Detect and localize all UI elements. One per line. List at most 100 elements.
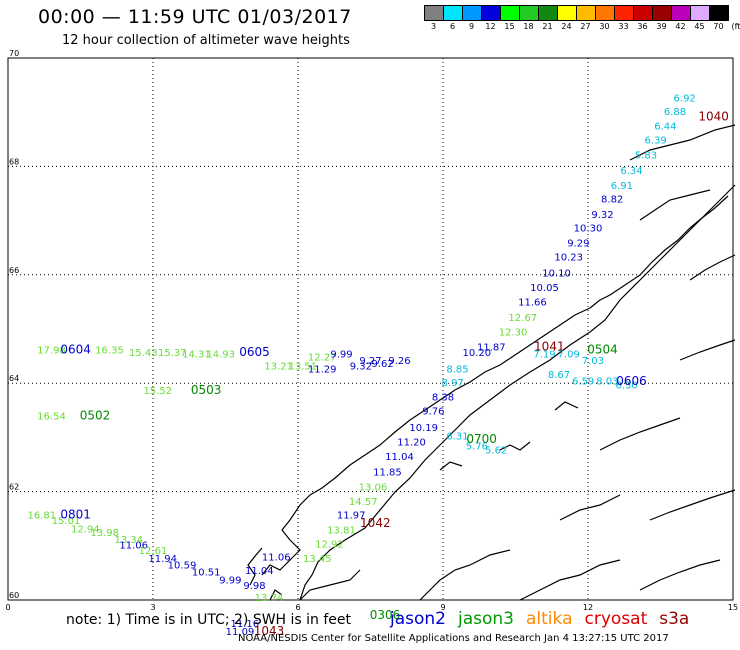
wave-height-value: 11.94 (148, 554, 177, 565)
color-scale-cell (634, 6, 653, 20)
wave-height-value: 8.97 (442, 378, 464, 389)
wave-height-value: 11.20 (397, 438, 426, 449)
wave-height-value: 11.09 (226, 627, 255, 638)
color-scale-cell (672, 6, 691, 20)
satellite-track: 8.85 8.97 (442, 364, 469, 389)
wave-height-value: 13.45 (303, 554, 332, 565)
color-scale-label: 70 (713, 22, 724, 31)
x-tick-label: 15 (728, 603, 738, 612)
wave-height-value: 10.30 (574, 223, 603, 234)
color-scale-label: 24 (561, 22, 572, 31)
x-tick-label: 9 (440, 603, 445, 612)
wave-height-value: 14.57 (349, 497, 378, 508)
color-scale-cell (710, 6, 728, 20)
y-tick-label: 60 (9, 591, 19, 600)
wave-height-value: 12.92 (315, 539, 344, 550)
color-scale-label: 18 (523, 22, 534, 31)
wave-height-value: 11.66 (518, 298, 547, 309)
wave-height-value: 11.04 (385, 452, 414, 463)
wave-height-value: 6.44 (654, 122, 676, 133)
wave-height-value: 9.76 (422, 407, 444, 418)
wave-height-value: 8.85 (446, 364, 468, 375)
color-scale-cell (691, 6, 710, 20)
color-scale-label: 12 (485, 22, 496, 31)
color-scale-label: 9 (468, 22, 475, 31)
wave-height-value: 15.43 (129, 348, 158, 359)
wave-height-value: 12.30 (499, 328, 528, 339)
wave-height-value: 9.27 (359, 356, 381, 367)
satellite-track: 13.06 14.57 (349, 483, 387, 509)
wave-height-value: 11.06 (119, 541, 148, 552)
pass-time-label: 0502 (80, 409, 111, 423)
wave-height-value: 11.06 (262, 552, 291, 563)
pass-time-label: 0306 (370, 608, 401, 622)
wave-height-value: 10.23 (554, 253, 583, 264)
wave-height-value: 9.98 (243, 581, 265, 592)
plot-frame (7, 57, 734, 601)
credits-line: NOAA/NESDIS Center for Satellite Applica… (238, 633, 669, 644)
satellite-legend-cryosat: cryosat (584, 609, 648, 629)
color-scale-cell (539, 6, 558, 20)
color-scale-label: 6 (449, 22, 456, 31)
wave-height-value: 11.29 (308, 364, 337, 375)
wave-height-value: 7.09 (558, 350, 580, 361)
wave-height-value: 9.32 (350, 362, 372, 373)
wave-height-value: 14.31 (182, 350, 211, 361)
pass-time-label: 0604 (60, 342, 91, 356)
wave-height-value: 16.81 (28, 511, 57, 522)
wave-height-value: 15.52 (144, 386, 173, 397)
color-scale-label: 33 (618, 22, 629, 31)
wave-height-value: 14.93 (206, 350, 235, 361)
pass-time-label: 1042 (360, 516, 391, 530)
coastline (247, 124, 736, 601)
color-scale-cell (615, 6, 634, 20)
wave-height-value: 6.34 (620, 166, 642, 177)
color-scale-label: 3 (430, 22, 437, 31)
pass-time-labels: 0604 0605 0503 0502 1041 0504 0606 0700 0801 1042… (60, 109, 729, 638)
satellite-track: 13.81 12.92 13.45 (303, 525, 356, 565)
x-tick-label: 6 (295, 603, 300, 612)
wave-height-value: 7.03 (582, 356, 604, 367)
x-tick-label: 0 (5, 603, 10, 612)
satellite-legend-jason3: jason3 (458, 609, 514, 629)
wave-height-value: 10.59 (168, 561, 197, 572)
plot-axes: 0 3 6 9 12 15 60 62 64 66 68 70 (5, 49, 738, 612)
wave-height-value: 16.35 (95, 345, 124, 356)
wave-height-value: 12.61 (139, 546, 168, 557)
wave-height-value: 13.51 (289, 362, 318, 373)
color-scale-label: 42 (675, 22, 686, 31)
wave-height-value: 10.19 (409, 423, 438, 434)
pass-time-label: 0504 (587, 342, 618, 356)
satellite-tracks: 6.92 6.88 6.44 6.39 5.83 6.34 6.91 8.82 9.32 10.3… (28, 93, 696, 638)
wave-height-value: 10.20 (463, 348, 492, 359)
wave-height-value: 12.94 (71, 524, 100, 535)
satellite-track: 11.97 (337, 511, 366, 522)
wave-height-value: 8.03 (596, 376, 618, 387)
wave-height-value: 10.51 (192, 568, 221, 579)
wave-height-value: 13.06 (359, 483, 388, 494)
satellite-legend-altika: altika (526, 609, 573, 629)
wave-height-value: 8.67 (548, 370, 570, 381)
wave-height-value: 9.26 (388, 356, 410, 367)
wave-height-value: 13.34 (115, 535, 144, 546)
wave-height-value: 13.21 (264, 362, 293, 373)
pass-time-label: 0606 (616, 374, 647, 388)
pass-time-label: 0503 (191, 383, 222, 397)
color-scale-cell (596, 6, 615, 20)
wave-height-value: 9.99 (219, 576, 241, 587)
wave-height-value: 5.83 (635, 150, 657, 161)
wave-height-value: 6.91 (611, 181, 633, 192)
y-tick-label: 66 (9, 266, 19, 275)
footer-note: note: 1) Time is in UTC; 2) SWH is in fe… (66, 612, 352, 628)
wave-height-value: 12.67 (508, 313, 537, 324)
wave-height-value: 9.99 (330, 350, 352, 361)
wave-height-value: 6.88 (664, 107, 686, 118)
wave-height-value: 15.37 (158, 348, 187, 359)
pass-time-label: 0700 (466, 432, 497, 446)
wave-height-value: 16.54 (37, 412, 66, 423)
